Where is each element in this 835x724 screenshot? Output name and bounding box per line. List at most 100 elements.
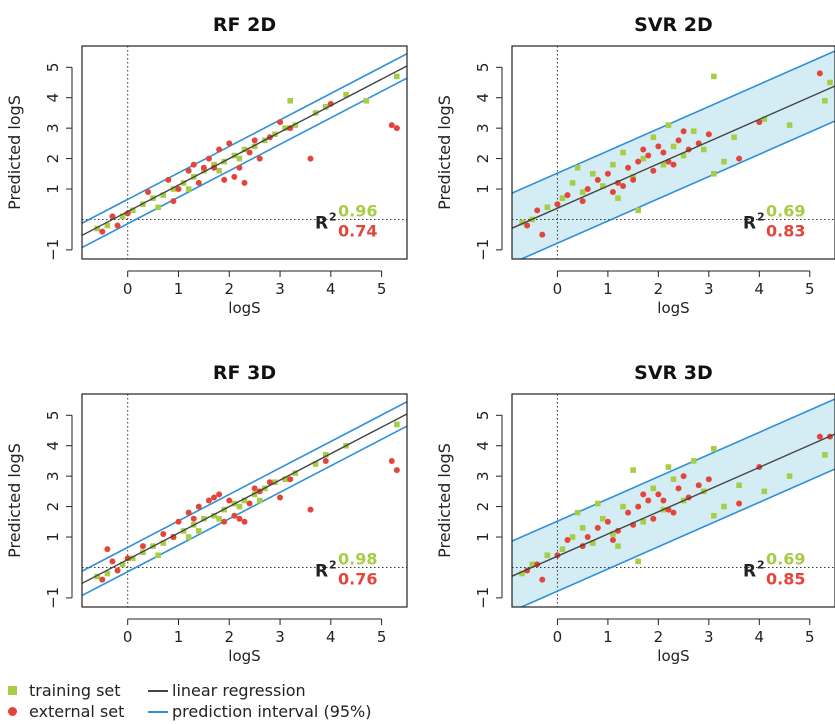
external-point	[670, 509, 677, 516]
regression-line	[82, 413, 407, 585]
training-point	[610, 161, 616, 168]
training-point	[201, 515, 207, 522]
training-point	[185, 186, 192, 192]
external-point	[251, 485, 258, 492]
y-tick-label: 3	[44, 123, 62, 133]
training-point	[630, 467, 636, 473]
training-point	[761, 116, 768, 122]
training-point	[119, 213, 126, 220]
x-axis-label: logS	[228, 647, 260, 665]
training-point	[665, 464, 672, 470]
training-point	[635, 207, 641, 214]
plot-frame	[511, 45, 835, 260]
external-point	[660, 149, 667, 156]
training-point	[665, 122, 672, 128]
external-point	[231, 173, 238, 180]
interval-lower-line	[82, 77, 407, 249]
external-point	[695, 482, 702, 489]
external-point	[736, 500, 743, 507]
plot-frame	[511, 393, 835, 608]
external-point	[266, 479, 273, 486]
r2-label: R	[743, 561, 756, 581]
training-point	[211, 512, 217, 519]
external-point	[675, 137, 682, 144]
external-point	[393, 125, 400, 132]
legend-training-label: training set	[29, 681, 121, 700]
external-point	[277, 119, 284, 126]
external-point	[109, 558, 116, 565]
x-tick-label: 1	[174, 280, 184, 298]
training-point	[610, 531, 616, 537]
external-point	[524, 222, 531, 229]
external-point	[594, 524, 601, 531]
external-point	[388, 457, 395, 464]
external-point	[175, 186, 182, 193]
external-point	[195, 503, 202, 510]
training-point	[529, 561, 535, 568]
external-point	[736, 155, 743, 162]
training-point	[160, 192, 167, 198]
external-point	[675, 485, 682, 492]
training-point	[211, 161, 217, 168]
training-point	[322, 104, 329, 110]
external-point	[251, 137, 258, 144]
regression-line	[82, 65, 407, 237]
prediction-interval-band	[512, 51, 835, 259]
external-point	[195, 179, 202, 186]
x-tick-label: 0	[553, 280, 563, 298]
training-point	[640, 519, 647, 525]
training-point	[195, 528, 202, 534]
external-point	[388, 122, 395, 129]
external-point	[609, 189, 616, 196]
y-axis-label: Predicted logS	[5, 95, 24, 210]
x-tick-label: 5	[805, 280, 815, 298]
external-point	[99, 228, 106, 235]
training-point	[292, 122, 299, 128]
legend-regression-label: linear regression	[172, 681, 306, 700]
external-point	[145, 189, 152, 196]
training-point	[201, 167, 207, 174]
training-point	[822, 97, 828, 104]
training-point	[155, 204, 161, 211]
external-point	[534, 207, 541, 214]
external-point	[256, 155, 263, 162]
training-point	[594, 500, 601, 507]
external-point	[190, 161, 197, 168]
training-point	[170, 186, 177, 192]
external-point	[584, 534, 591, 541]
r2-training-value: 0.69	[766, 549, 805, 568]
external-point	[539, 576, 546, 583]
x-tick-label: 3	[275, 628, 285, 646]
external-point	[705, 131, 712, 138]
training-point	[721, 503, 727, 510]
training-point	[256, 497, 263, 504]
x-tick-label: 2	[224, 280, 234, 298]
regression-line	[512, 433, 835, 577]
r2-label: R	[315, 561, 328, 581]
r2-label: R	[743, 213, 756, 233]
training-set-marker	[8, 686, 17, 695]
y-tick-label: 1	[44, 532, 62, 542]
x-tick-label: 2	[654, 628, 664, 646]
plot-area	[82, 394, 407, 607]
y-tick-label: −1	[44, 239, 62, 261]
training-point	[680, 152, 687, 159]
training-point	[761, 488, 768, 495]
chart-title: RF 2D	[213, 14, 276, 36]
chart-title: SVR 2D	[634, 14, 713, 36]
training-point	[104, 570, 111, 577]
external-point	[635, 503, 642, 510]
plot-area	[512, 394, 835, 607]
training-point	[579, 525, 586, 531]
x-tick-label: 2	[654, 280, 664, 298]
y-tick-label: 4	[44, 441, 62, 451]
training-point	[119, 561, 126, 568]
training-point	[650, 134, 657, 141]
external-point	[287, 476, 294, 483]
y-tick-label: 2	[474, 502, 492, 512]
training-point	[287, 97, 294, 104]
r2-superscript: 2	[329, 210, 337, 223]
training-point	[94, 573, 101, 580]
training-point	[786, 473, 793, 479]
r2-label: R	[315, 213, 328, 233]
